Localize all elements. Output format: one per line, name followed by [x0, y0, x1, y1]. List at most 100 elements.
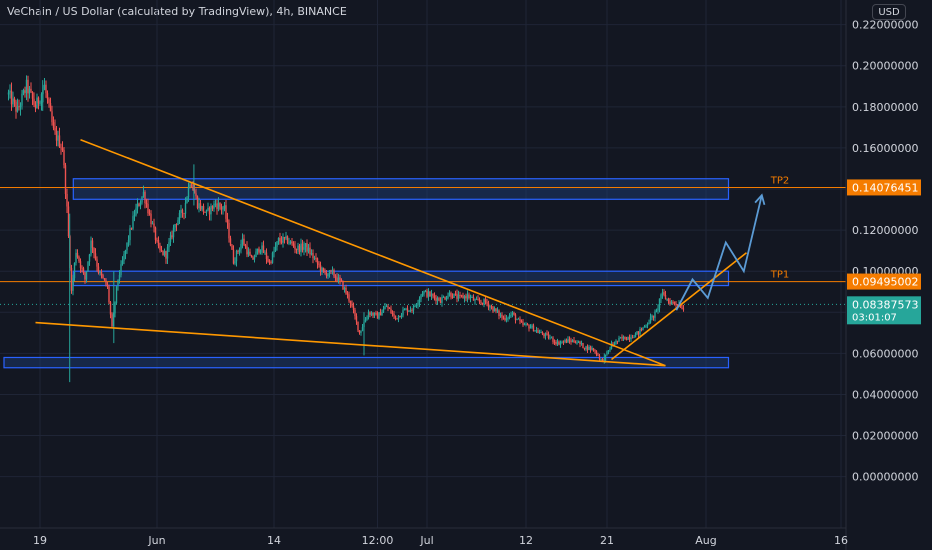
- candle-body: [383, 309, 384, 312]
- candle-body: [555, 342, 556, 344]
- candle-body: [545, 333, 546, 336]
- candle-body: [512, 313, 513, 315]
- candle-body: [369, 312, 370, 315]
- candle-body: [180, 210, 181, 213]
- candle-body: [183, 213, 184, 214]
- candle-body: [123, 254, 124, 261]
- candle-body: [573, 340, 574, 342]
- candle-body: [458, 295, 459, 299]
- candle-body: [311, 253, 312, 254]
- candle-body: [374, 313, 375, 316]
- candle-body: [98, 267, 99, 273]
- candle-body: [662, 292, 663, 294]
- candle-body: [84, 272, 85, 279]
- candle-body: [435, 298, 436, 301]
- candle-body: [161, 250, 162, 251]
- candle-body: [378, 312, 379, 318]
- candle-body: [656, 310, 657, 311]
- projection: [676, 195, 764, 310]
- candle-body: [482, 303, 483, 305]
- candle-body: [227, 219, 228, 223]
- candle-body: [633, 337, 634, 338]
- zone-box: [73, 179, 728, 200]
- candle-body: [126, 242, 127, 250]
- candle-body: [66, 194, 67, 207]
- candle-body: [495, 308, 496, 311]
- candle-body: [47, 93, 48, 99]
- candle-body: [38, 98, 39, 104]
- candle-body: [600, 359, 601, 360]
- candle-body: [314, 258, 315, 259]
- candle-body: [300, 244, 301, 252]
- candle-body: [35, 105, 36, 109]
- candle-body: [65, 165, 66, 194]
- candle-body: [672, 302, 673, 303]
- candle-body: [68, 207, 69, 237]
- candle-body: [396, 318, 397, 319]
- candle-body: [422, 294, 423, 296]
- candle-body: [606, 351, 607, 354]
- candle-body: [320, 265, 321, 271]
- candle-body: [341, 280, 342, 281]
- candle-body: [257, 249, 258, 252]
- candle-body: [572, 340, 573, 342]
- candle-body: [120, 264, 121, 275]
- candle-body: [476, 299, 477, 300]
- candle-body: [521, 321, 522, 322]
- candle-body: [54, 128, 55, 131]
- candle-body: [351, 304, 352, 306]
- candle-body: [288, 243, 289, 244]
- x-tick-label: 21: [600, 534, 614, 547]
- candle-body: [131, 228, 132, 229]
- candle-body: [149, 213, 150, 214]
- candle-body: [266, 253, 267, 259]
- candle-body: [198, 203, 199, 208]
- candle-body: [152, 224, 153, 225]
- candle-body: [74, 263, 75, 278]
- candle-body: [455, 294, 456, 295]
- candle-body: [63, 150, 64, 165]
- candle-body: [471, 297, 472, 298]
- candle-body: [147, 204, 148, 213]
- candle-body: [18, 106, 19, 107]
- candle-body: [81, 268, 82, 269]
- candle-body: [567, 339, 568, 342]
- candle-body: [213, 204, 214, 209]
- candle-body: [189, 185, 190, 187]
- candle-body: [137, 204, 138, 209]
- candle-body: [287, 236, 288, 243]
- candle-body: [407, 309, 408, 312]
- candle-body: [642, 327, 643, 330]
- candle-body: [225, 205, 226, 219]
- candle-body: [644, 326, 645, 327]
- candle-body: [581, 343, 582, 344]
- candle-body: [230, 238, 231, 245]
- candle-body: [218, 203, 219, 209]
- candle-body: [639, 329, 640, 334]
- candle-body: [674, 302, 675, 304]
- candle-body: [509, 315, 510, 318]
- candle-body: [95, 253, 96, 259]
- candle-body: [560, 343, 561, 345]
- candle-body: [432, 294, 433, 296]
- candle-body: [306, 243, 307, 251]
- candle-body: [228, 223, 229, 238]
- candle-body: [576, 343, 577, 344]
- candle-body: [602, 359, 603, 360]
- candle-body: [657, 308, 658, 310]
- candle-body: [681, 308, 682, 309]
- projection-path: [676, 195, 762, 310]
- candle-body: [176, 224, 177, 225]
- candle-body: [624, 337, 625, 340]
- candle-body: [78, 257, 79, 261]
- candle-body: [17, 106, 18, 111]
- candle-body: [510, 315, 511, 316]
- candle-body: [164, 251, 165, 255]
- candle-body: [357, 322, 358, 331]
- candle-body: [609, 349, 610, 350]
- candle-body: [654, 312, 655, 318]
- candle-body: [393, 314, 394, 316]
- candle-body: [557, 342, 558, 345]
- candle-body: [414, 306, 415, 307]
